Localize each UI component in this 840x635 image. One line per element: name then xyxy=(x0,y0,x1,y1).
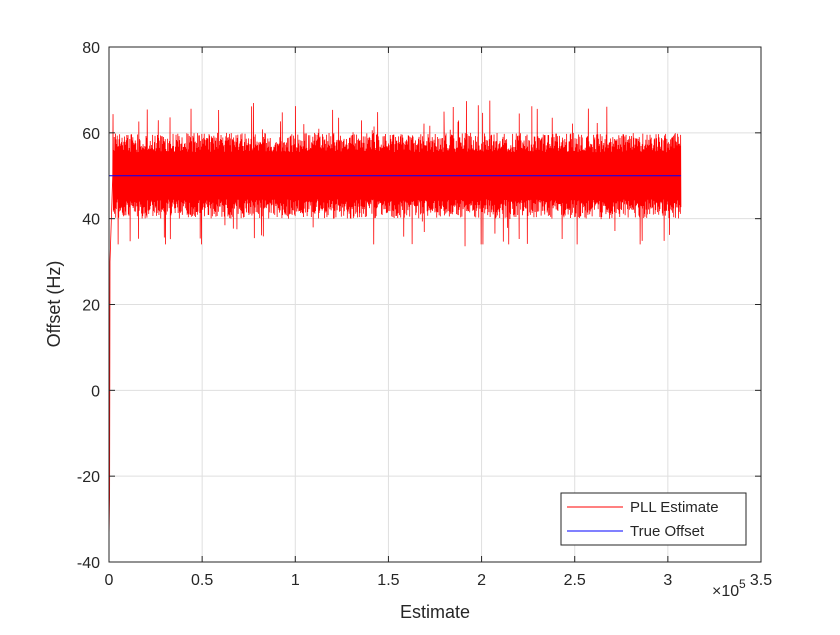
x-tick-label: 1 xyxy=(291,572,300,589)
y-tick-label: 80 xyxy=(82,40,100,57)
series-line-pll-estimate xyxy=(108,100,682,541)
legend-box xyxy=(560,492,747,546)
x-tick-label: 2 xyxy=(477,572,486,589)
x-exponent-power: 5 xyxy=(739,577,746,591)
y-tick-label: 20 xyxy=(82,298,100,315)
y-tick-label: 40 xyxy=(82,212,100,229)
y-axis-title: Offset (Hz) xyxy=(44,261,64,348)
grid xyxy=(109,47,761,562)
x-tick-label: 2.5 xyxy=(564,572,586,589)
x-axis-ticks: 0 0.5 1 1.5 2 2.5 3 3.5 xyxy=(105,47,772,589)
x-tick-label: 0.5 xyxy=(191,572,213,589)
x-exponent-base: ×10 xyxy=(712,583,739,600)
legend-label-true-offset: True Offset xyxy=(630,523,705,540)
x-tick-label: 0 xyxy=(105,572,114,589)
series-layer xyxy=(108,100,682,541)
x-tick-label: 1.5 xyxy=(377,572,399,589)
y-tick-label: -40 xyxy=(77,555,100,572)
y-tick-label: -20 xyxy=(77,469,100,486)
x-axis-title: Estimate xyxy=(400,602,470,622)
x-tick-label: 3 xyxy=(663,572,672,589)
x-exponent: ×10 5 xyxy=(712,577,746,600)
legend-label-pll-estimate: PLL Estimate xyxy=(630,499,719,516)
x-tick-label: 3.5 xyxy=(750,572,772,589)
y-axis-ticks: -40 -20 0 20 40 60 80 xyxy=(77,40,761,572)
legend: PLL Estimate True Offset xyxy=(560,492,747,546)
y-tick-label: 60 xyxy=(82,126,100,143)
y-tick-label: 0 xyxy=(91,383,100,400)
